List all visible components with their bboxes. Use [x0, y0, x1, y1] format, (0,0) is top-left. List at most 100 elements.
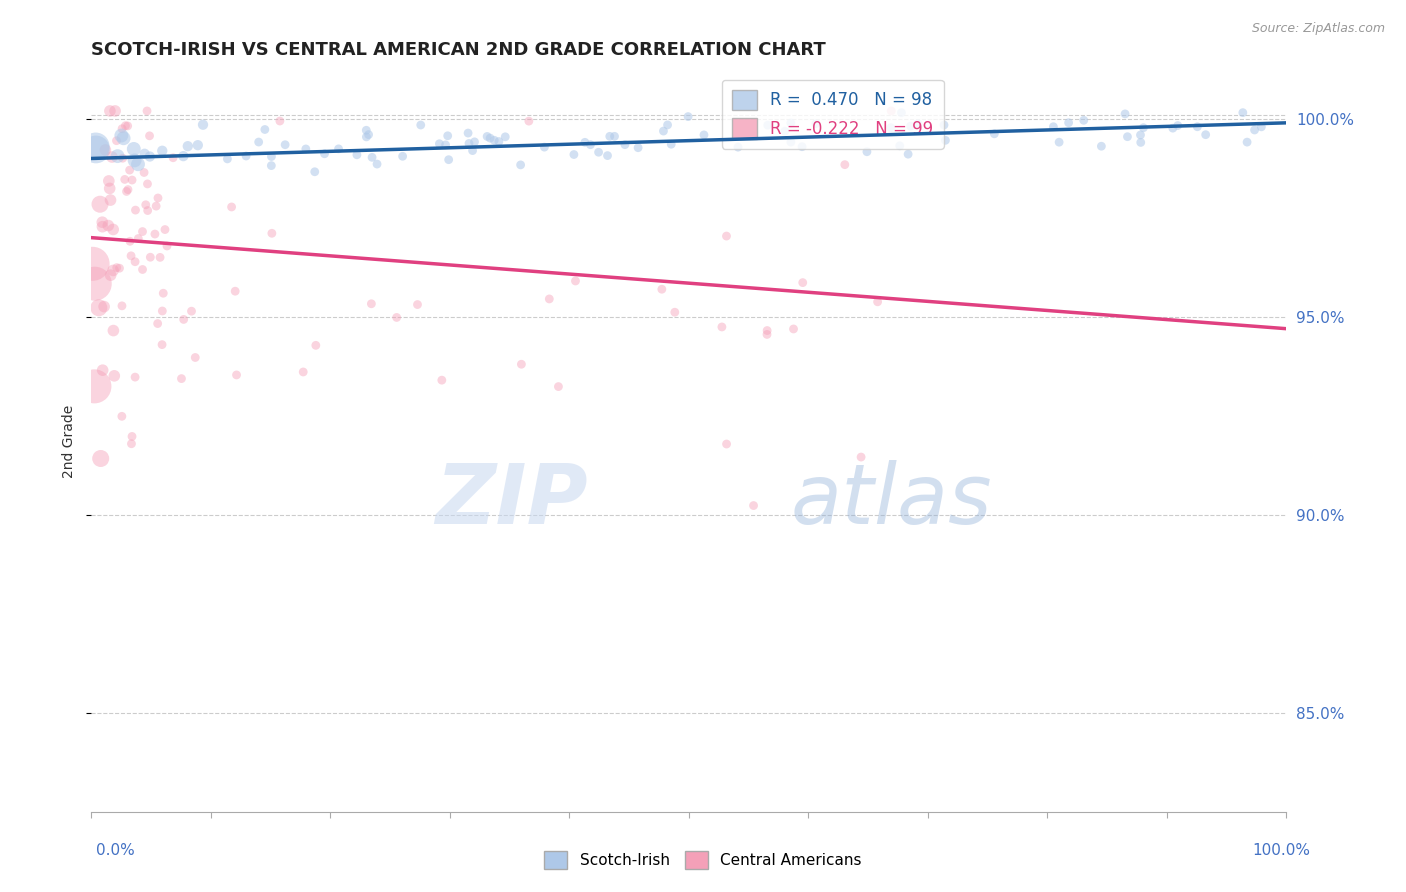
- Point: [436, 128, 458, 143]
- Point: [217, 152, 239, 166]
- Point: [138, 128, 160, 143]
- Point: [907, 117, 929, 131]
- Point: [247, 135, 270, 149]
- Point: [479, 131, 502, 145]
- Point: [603, 129, 626, 144]
- Point: [111, 409, 134, 424]
- Point: [91, 215, 114, 229]
- Point: [187, 138, 209, 153]
- Point: [599, 129, 621, 144]
- Point: [145, 199, 167, 213]
- Point: [131, 262, 153, 277]
- Point: [274, 137, 297, 152]
- Point: [120, 436, 142, 450]
- Point: [676, 110, 699, 124]
- Point: [475, 129, 498, 144]
- Point: [517, 114, 540, 128]
- Point: [150, 337, 173, 351]
- Point: [115, 185, 138, 199]
- Point: [135, 198, 157, 212]
- Point: [122, 142, 145, 156]
- Point: [409, 118, 432, 132]
- Point: [346, 148, 368, 162]
- Point: [292, 365, 315, 379]
- Point: [657, 118, 679, 132]
- Point: [437, 153, 460, 167]
- Point: [221, 200, 243, 214]
- Point: [98, 181, 121, 195]
- Point: [756, 118, 779, 132]
- Point: [260, 159, 283, 173]
- Point: [83, 277, 105, 291]
- Point: [792, 276, 814, 290]
- Point: [856, 145, 879, 159]
- Point: [742, 499, 765, 513]
- Text: ZIP: ZIP: [434, 460, 588, 541]
- Point: [103, 324, 125, 338]
- Point: [105, 134, 128, 148]
- Point: [111, 299, 134, 313]
- Text: 0.0%: 0.0%: [96, 843, 135, 857]
- Point: [538, 292, 561, 306]
- Text: SCOTCH-IRISH VS CENTRAL AMERICAN 2ND GRADE CORRELATION CHART: SCOTCH-IRISH VS CENTRAL AMERICAN 2ND GRA…: [91, 41, 827, 59]
- Point: [124, 254, 146, 268]
- Point: [510, 357, 533, 371]
- Point: [790, 139, 813, 153]
- Point: [932, 118, 955, 132]
- Point: [170, 371, 193, 385]
- Point: [484, 133, 506, 147]
- Point: [162, 151, 184, 165]
- Point: [111, 151, 134, 165]
- Point: [1187, 120, 1209, 134]
- Point: [866, 294, 889, 309]
- Point: [1073, 113, 1095, 128]
- Point: [547, 379, 569, 393]
- Point: [463, 135, 485, 149]
- Point: [366, 157, 388, 171]
- Point: [458, 136, 481, 151]
- Point: [101, 150, 124, 164]
- Point: [146, 317, 169, 331]
- Point: [1047, 135, 1070, 149]
- Point: [136, 103, 159, 118]
- Point: [314, 146, 336, 161]
- Point: [574, 136, 596, 150]
- Point: [934, 133, 956, 147]
- Point: [659, 137, 682, 152]
- Point: [97, 174, 120, 188]
- Point: [716, 229, 738, 244]
- Point: [91, 219, 114, 234]
- Point: [305, 338, 328, 352]
- Point: [1129, 136, 1152, 150]
- Point: [269, 114, 291, 128]
- Point: [1129, 128, 1152, 142]
- Point: [391, 149, 413, 163]
- Point: [253, 122, 276, 136]
- Point: [983, 127, 1005, 141]
- Point: [1161, 121, 1184, 136]
- Point: [1132, 120, 1154, 135]
- Point: [127, 231, 149, 245]
- Point: [184, 351, 207, 365]
- Point: [152, 286, 174, 301]
- Point: [225, 368, 247, 382]
- Point: [356, 129, 378, 144]
- Point: [804, 117, 827, 131]
- Point: [83, 379, 105, 393]
- Point: [104, 103, 127, 118]
- Point: [664, 305, 686, 319]
- Point: [134, 146, 156, 161]
- Point: [588, 145, 610, 160]
- Point: [533, 140, 555, 154]
- Point: [149, 251, 172, 265]
- Point: [357, 128, 380, 142]
- Point: [889, 138, 911, 153]
- Point: [153, 222, 176, 236]
- Point: [328, 142, 350, 156]
- Point: [304, 165, 326, 179]
- Point: [124, 153, 146, 168]
- Point: [360, 297, 382, 311]
- Point: [191, 118, 214, 132]
- Point: [112, 131, 135, 145]
- Point: [132, 165, 155, 179]
